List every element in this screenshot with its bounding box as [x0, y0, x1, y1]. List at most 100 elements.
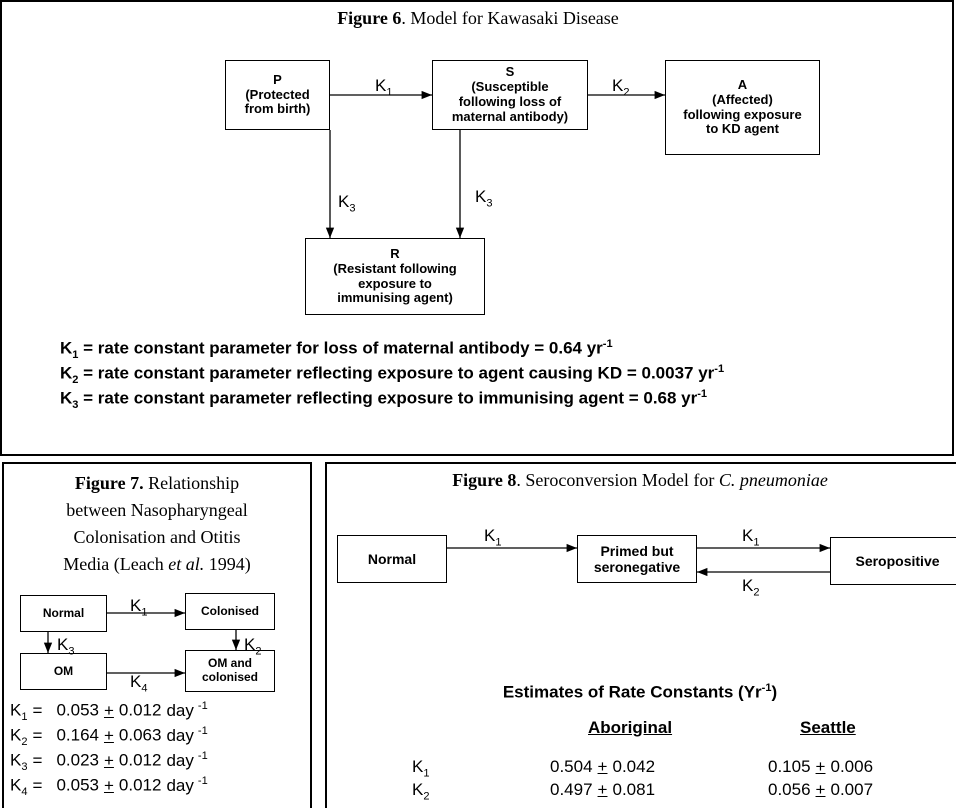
- subscript: 2: [21, 736, 28, 749]
- symbol: K: [475, 187, 487, 206]
- subscript: 3: [21, 761, 28, 774]
- table-cell: 0.497 +0.081: [550, 780, 655, 800]
- rate-label: K1: [484, 526, 502, 548]
- subscript: 4: [141, 682, 148, 695]
- rate-label: K1: [130, 596, 148, 618]
- caption-line: Media (Leach et al. 1994): [2, 551, 312, 578]
- node-box: Colonised: [185, 593, 275, 630]
- subscript: 1: [753, 536, 760, 549]
- symbol: K: [484, 526, 496, 545]
- subscript: 2: [72, 374, 79, 387]
- equals: =: [32, 750, 43, 770]
- symbol: K: [60, 388, 73, 408]
- symbol: K: [612, 76, 624, 95]
- plus-minus: +: [103, 750, 114, 770]
- unit: day: [166, 750, 194, 770]
- node-box: Primed but seronegative: [577, 535, 697, 583]
- node-box: OM and colonised: [185, 650, 275, 692]
- caption-label: Figure 6: [337, 8, 402, 28]
- node-line: (Susceptible: [471, 79, 549, 95]
- subscript: 3: [349, 202, 356, 215]
- rate-label: K2: [612, 76, 630, 98]
- rate-label: K3: [338, 192, 356, 214]
- symbol: K: [338, 192, 350, 211]
- rate-label: K1: [375, 76, 393, 98]
- node-line: Seropositive: [855, 552, 940, 569]
- plus-minus: +: [815, 780, 826, 799]
- rate-row: K1 = 0.053 +0.012 day -1: [10, 700, 208, 723]
- unit-power: -1: [197, 725, 208, 737]
- title-superscript: -1: [761, 682, 772, 694]
- caption-text: Relationship: [143, 473, 240, 493]
- estimate: 0.504: [550, 757, 593, 776]
- error: 0.081: [612, 780, 656, 799]
- caption-label: Figure 8: [452, 470, 517, 490]
- node-line: colonised: [201, 670, 258, 684]
- caption-line: Figure 7. Relationship: [2, 470, 312, 497]
- unit: day: [166, 700, 194, 720]
- node-label: R: [390, 245, 400, 261]
- unit: day: [166, 775, 194, 795]
- definition-text: = rate constant parameter reflecting exp…: [78, 388, 698, 408]
- node-label: S: [505, 64, 515, 80]
- node-line: to KD agent: [706, 121, 779, 137]
- caption-organism: C. pneumoniae: [718, 470, 828, 490]
- estimate: 0.023: [56, 750, 99, 770]
- estimate: 0.497: [550, 780, 593, 799]
- plus-minus: +: [103, 725, 114, 745]
- node-line: (Protected: [245, 86, 310, 102]
- equals: =: [32, 700, 43, 720]
- plus-minus: +: [597, 757, 608, 776]
- definition: K1 = rate constant parameter for loss of…: [60, 338, 613, 361]
- subscript: 4: [21, 786, 28, 799]
- rate-row: K3 = 0.023 +0.012 day -1: [10, 750, 208, 773]
- node-line: OM: [53, 663, 74, 678]
- title-text: Estimates of Rate Constants (Yr: [502, 682, 762, 702]
- symbol: K: [60, 363, 73, 383]
- subscript: 3: [72, 399, 79, 412]
- node-box: P (Protected from birth): [225, 60, 330, 130]
- subscript: 1: [141, 606, 148, 619]
- node-line: from birth): [244, 101, 311, 117]
- plus-minus: +: [815, 757, 826, 776]
- caption-text: . Model for Kawasaki Disease: [401, 8, 619, 28]
- node-line: immunising agent): [337, 290, 453, 306]
- subscript: 2: [255, 645, 262, 658]
- node-box: Normal: [20, 595, 107, 632]
- definition-text: = rate constant parameter reflecting exp…: [78, 363, 715, 383]
- equals: =: [32, 725, 43, 745]
- subscript: 1: [386, 86, 393, 99]
- node-line: Normal: [367, 550, 417, 567]
- node-line: (Resistant following: [333, 260, 457, 276]
- caption-line: between Nasopharyngeal: [66, 500, 248, 520]
- definition: K3 = rate constant parameter reflecting …: [60, 388, 707, 411]
- symbol: K: [412, 780, 424, 799]
- subscript: 2: [623, 86, 630, 99]
- rate-label: K1: [742, 526, 760, 548]
- definition: K2 = rate constant parameter reflecting …: [60, 363, 724, 386]
- unit: day: [166, 725, 194, 745]
- subscript: 3: [68, 645, 75, 658]
- rate-label: K2: [742, 576, 760, 598]
- node-box: Normal: [337, 535, 447, 583]
- caption-text: et al.: [168, 554, 205, 574]
- table-title: Estimates of Rate Constants (Yr-1): [325, 682, 955, 703]
- error: 0.007: [830, 780, 874, 799]
- caption-text: 1994): [204, 554, 251, 574]
- node-line: following loss of: [458, 94, 562, 109]
- superscript: -1: [697, 388, 708, 400]
- caption-line: Colonisation and Otitis: [73, 527, 241, 547]
- node-box: A (Affected) following exposure to KD agent: [665, 60, 820, 155]
- symbol: K: [742, 576, 754, 595]
- estimate: 0.053: [56, 775, 99, 795]
- error: 0.012: [118, 700, 162, 720]
- equals: =: [32, 775, 43, 795]
- symbol: K: [742, 526, 754, 545]
- title-text: ): [771, 682, 778, 702]
- symbol: K: [10, 700, 22, 720]
- plus-minus: +: [597, 780, 608, 799]
- column-header: Seattle: [800, 718, 856, 737]
- plus-minus: +: [103, 700, 114, 720]
